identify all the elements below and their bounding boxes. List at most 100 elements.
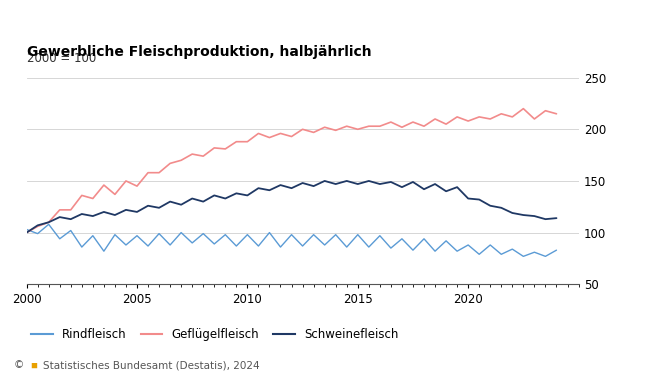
Rindfleisch [66,228,74,233]
Text: Gewerbliche Fleischproduktion, halbjährlich: Gewerbliche Fleischproduktion, halbjährl… [27,45,371,59]
Geflügelfleisch [508,115,516,119]
Rindfleisch [34,232,42,236]
Geflügelfleisch [243,140,251,144]
Geflügelfleisch [299,127,307,132]
Geflügelfleisch [409,120,417,124]
Schweinefleisch [453,185,461,189]
Schweinefleisch [409,180,417,184]
Geflügelfleisch [553,111,561,116]
Geflügelfleisch [34,224,42,229]
Rindfleisch [221,232,229,237]
Geflügelfleisch [365,124,373,128]
Geflügelfleisch [78,193,86,197]
Geflügelfleisch [431,117,439,121]
Rindfleisch [365,245,373,249]
Schweinefleisch [89,214,97,218]
Geflügelfleisch [497,111,505,116]
Geflügelfleisch [23,230,31,235]
Geflügelfleisch [66,208,74,212]
Rindfleisch [299,244,307,248]
Geflügelfleisch [464,119,472,123]
Geflügelfleisch [255,131,263,136]
Geflügelfleisch [486,117,494,121]
Rindfleisch [508,247,516,251]
Schweinefleisch [144,203,152,208]
Schweinefleisch [420,187,428,191]
Schweinefleisch [255,186,263,190]
Rindfleisch [243,232,251,237]
Geflügelfleisch [453,115,461,119]
Rindfleisch [177,230,185,235]
Rindfleisch [486,243,494,247]
Rindfleisch [287,232,295,237]
Schweinefleisch [265,188,273,193]
Schweinefleisch [376,182,384,186]
Rindfleisch [100,249,108,254]
Rindfleisch [144,244,152,248]
Schweinefleisch [23,230,31,235]
Geflügelfleisch [122,179,130,183]
Rindfleisch [541,254,549,258]
Geflügelfleisch [56,208,64,212]
Geflügelfleisch [519,106,527,111]
Legend: Rindfleisch, Geflügelfleisch, Schweinefleisch: Rindfleisch, Geflügelfleisch, Schweinefl… [27,323,403,346]
Schweinefleisch [111,213,119,217]
Rindfleisch [56,236,64,241]
Schweinefleisch [442,189,450,193]
Schweinefleisch [310,184,318,188]
Schweinefleisch [232,191,240,196]
Geflügelfleisch [144,171,152,175]
Schweinefleisch [287,186,295,190]
Schweinefleisch [200,199,207,204]
Schweinefleisch [210,193,218,197]
Rindfleisch [442,239,450,243]
Rindfleisch [188,241,196,245]
Schweinefleisch [221,196,229,201]
Geflügelfleisch [376,124,384,128]
Geflügelfleisch [221,147,229,151]
Geflügelfleisch [200,154,207,159]
Geflügelfleisch [45,220,53,224]
Rindfleisch [200,232,207,236]
Schweinefleisch [475,197,483,202]
Geflügelfleisch [398,125,406,129]
Rindfleisch [420,236,428,241]
Schweinefleisch [122,208,130,212]
Geflügelfleisch [531,117,539,121]
Rindfleisch [387,246,395,250]
Rindfleisch [531,250,539,254]
Geflügelfleisch [177,158,185,163]
Schweinefleisch [133,210,141,214]
Rindfleisch [453,249,461,254]
Geflügelfleisch [166,161,174,166]
Schweinefleisch [34,223,42,228]
Geflügelfleisch [342,124,350,128]
Text: Statistisches Bundesamt (Destatis), 2024: Statistisches Bundesamt (Destatis), 2024 [43,360,260,370]
Rindfleisch [23,227,31,232]
Rindfleisch [321,243,329,247]
Geflügelfleisch [277,131,285,136]
Rindfleisch [497,252,505,257]
Geflügelfleisch [354,127,362,132]
Schweinefleisch [365,179,373,183]
Schweinefleisch [464,196,472,201]
Rindfleisch [431,249,439,254]
Rindfleisch [210,242,218,246]
Rindfleisch [78,245,86,249]
Line: Rindfleisch: Rindfleisch [27,224,557,256]
Schweinefleisch [188,196,196,201]
Geflügelfleisch [155,171,163,175]
Rindfleisch [475,252,483,257]
Rindfleisch [376,233,384,238]
Schweinefleisch [398,185,406,189]
Geflügelfleisch [100,183,108,187]
Rindfleisch [111,232,119,237]
Schweinefleisch [299,181,307,185]
Rindfleisch [342,245,350,249]
Schweinefleisch [243,193,251,197]
Rindfleisch [519,254,527,258]
Schweinefleisch [497,206,505,210]
Schweinefleisch [56,215,64,219]
Rindfleisch [255,244,263,248]
Schweinefleisch [100,210,108,214]
